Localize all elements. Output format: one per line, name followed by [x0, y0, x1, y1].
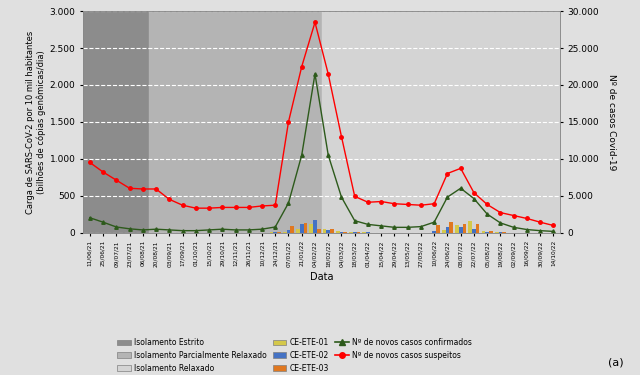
Bar [476, 224, 479, 232]
Bar [459, 226, 463, 232]
Bar [468, 221, 472, 232]
Bar [489, 231, 493, 232]
Bar [296, 229, 300, 232]
Bar [336, 231, 340, 232]
Bar [436, 225, 440, 232]
Bar [330, 229, 334, 232]
Bar [322, 11, 560, 232]
Bar [287, 230, 291, 232]
Bar [326, 230, 330, 232]
Bar [291, 226, 294, 232]
X-axis label: Data: Data [310, 272, 333, 282]
Legend: Isolamento Estrito, Isolamento Parcialmente Relaxado, Isolamento Relaxado, CE-ET: Isolamento Estrito, Isolamento Parcialme… [115, 336, 474, 375]
Bar [481, 231, 485, 232]
Bar [442, 230, 445, 232]
Bar [463, 224, 466, 232]
Text: (a): (a) [609, 357, 624, 368]
Bar [445, 227, 449, 232]
Bar [309, 224, 313, 232]
Bar [472, 229, 476, 232]
Bar [323, 229, 326, 232]
Bar [455, 225, 459, 232]
Y-axis label: Carga de SARS-CoV-2 por 10 mil habitantes
(bilhões de cópias genômicas/dia): Carga de SARS-CoV-2 por 10 mil habitante… [26, 30, 45, 213]
Bar [303, 222, 307, 232]
Bar [317, 229, 321, 232]
Bar [433, 231, 436, 232]
Y-axis label: Nº de casos Covid-19: Nº de casos Covid-19 [607, 74, 616, 170]
Bar [313, 220, 317, 232]
Bar [149, 11, 322, 232]
Bar [83, 11, 149, 232]
Bar [300, 224, 303, 232]
Bar [449, 222, 453, 232]
